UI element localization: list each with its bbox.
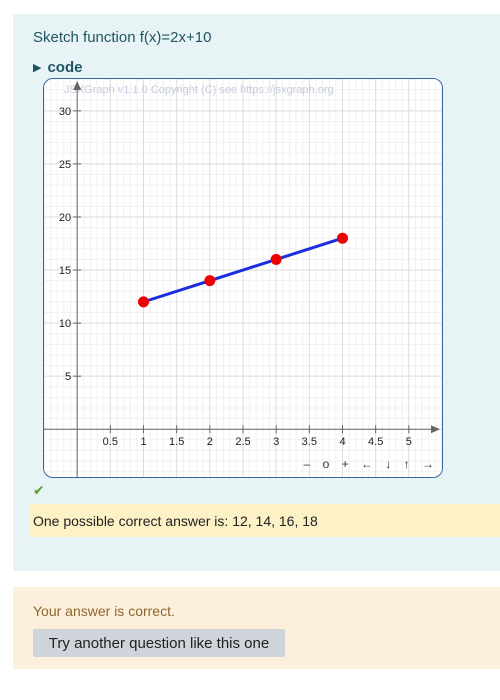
x-tick-label: 1 <box>140 436 146 448</box>
feedback-text: Your answer is correct. <box>33 603 175 619</box>
x-tick-label: 0.5 <box>103 436 118 448</box>
x-tick-label: 5 <box>406 436 412 448</box>
x-tick-label: 3 <box>273 436 279 448</box>
y-tick-label: 25 <box>59 159 71 171</box>
question-panel: Sketch function f(x)=2x+10 ▶ code JSXGrap… <box>13 14 500 571</box>
pan-down-button[interactable]: ↓ <box>385 457 392 471</box>
code-toggle-label: code <box>47 59 83 76</box>
graph-board[interactable]: JSXGraph v1.1.0 Copyright (C) see https:… <box>43 78 443 478</box>
feedback-panel: Your answer is correct. Try another ques… <box>13 587 500 669</box>
pan-right-button[interactable]: → <box>422 457 434 471</box>
draggable-point[interactable] <box>270 253 282 265</box>
x-tick-label: 2 <box>207 436 213 448</box>
board-navigation: – o + ← ↓ ↑ → <box>295 457 434 471</box>
zoom-out-button[interactable]: – <box>303 457 311 471</box>
code-toggle[interactable]: ▶ code <box>33 59 82 76</box>
y-tick-label: 10 <box>59 318 71 330</box>
x-tick-label: 3.5 <box>302 436 317 448</box>
pan-left-button[interactable]: ← <box>360 457 373 471</box>
check-icon: ✔ <box>33 482 45 498</box>
y-axis-arrow <box>73 81 82 90</box>
try-another-button[interactable]: Try another question like this one <box>33 629 285 657</box>
y-tick-label: 5 <box>65 371 71 383</box>
draggable-point[interactable] <box>204 275 216 287</box>
correct-answer-box: One possible correct answer is: 12, 14, … <box>30 504 500 537</box>
correct-answer-text: One possible correct answer is: 12, 14, … <box>33 513 318 529</box>
triangle-right-icon: ▶ <box>33 62 42 74</box>
question-text: Sketch function f(x)=2x+10 <box>33 29 212 46</box>
x-tick-label: 2.5 <box>235 436 250 448</box>
x-tick-label: 4.5 <box>368 436 383 448</box>
copyright-watermark: JSXGraph v1.1.0 Copyright (C) see https:… <box>64 84 334 96</box>
graph-canvas[interactable]: JSXGraph v1.1.0 Copyright (C) see https:… <box>44 79 442 477</box>
y-tick-label: 30 <box>59 106 71 118</box>
pan-up-button[interactable]: ↑ <box>403 457 410 471</box>
y-tick-label: 20 <box>59 212 71 224</box>
zoom-reset-button[interactable]: o <box>322 457 330 471</box>
x-axis-arrow <box>431 425 440 434</box>
draggable-point[interactable] <box>337 232 348 244</box>
x-tick-label: 1.5 <box>169 436 184 448</box>
y-tick-label: 15 <box>59 265 71 277</box>
function-line <box>143 236 343 304</box>
x-tick-label: 4 <box>339 436 345 448</box>
draggable-point[interactable] <box>138 296 149 308</box>
zoom-in-button[interactable]: + <box>341 457 349 471</box>
